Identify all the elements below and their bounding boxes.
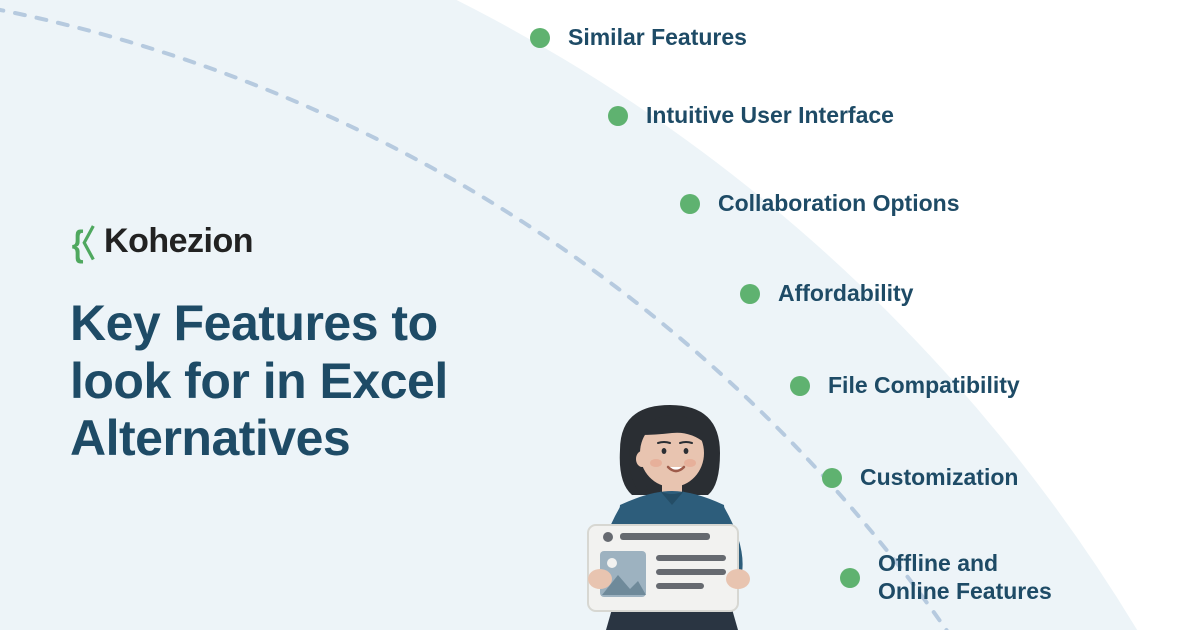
title-line-2: look for in Excel [70, 353, 448, 411]
infographic-stage: {〈 Kohezion Key Features to look for in … [0, 0, 1200, 630]
feature-label: File Compatibility [828, 372, 1020, 400]
held-card-icon [588, 525, 738, 611]
feature-label: Affordability [778, 280, 913, 308]
feature-item: Affordability [740, 280, 913, 308]
feature-item: File Compatibility [790, 372, 1020, 400]
feature-label: Similar Features [568, 24, 747, 52]
title-line-3: Alternatives [70, 410, 448, 468]
feature-item: Collaboration Options [680, 190, 960, 218]
bullet-dot-icon [790, 376, 810, 396]
bullet-dot-icon [740, 284, 760, 304]
feature-item: Offline and Online Features [840, 550, 1052, 605]
feature-item: Intuitive User Interface [608, 102, 894, 130]
feature-item: Similar Features [530, 24, 747, 52]
bullet-dot-icon [530, 28, 550, 48]
person-illustration [560, 395, 780, 630]
feature-label: Collaboration Options [718, 190, 960, 218]
feature-label: Customization [860, 464, 1018, 492]
feature-label: Offline and Online Features [878, 550, 1052, 605]
bullet-dot-icon [608, 106, 628, 126]
page-title: Key Features to look for in Excel Altern… [70, 295, 448, 468]
bullet-dot-icon [680, 194, 700, 214]
feature-label: Intuitive User Interface [646, 102, 894, 130]
logo-text: Kohezion [104, 222, 253, 261]
bullet-dot-icon [822, 468, 842, 488]
title-line-1: Key Features to [70, 295, 448, 353]
brand-logo: {〈 Kohezion [70, 215, 253, 267]
bullet-dot-icon [840, 568, 860, 588]
logo-mark-icon: {〈 [72, 215, 92, 267]
feature-item: Customization [822, 464, 1018, 492]
